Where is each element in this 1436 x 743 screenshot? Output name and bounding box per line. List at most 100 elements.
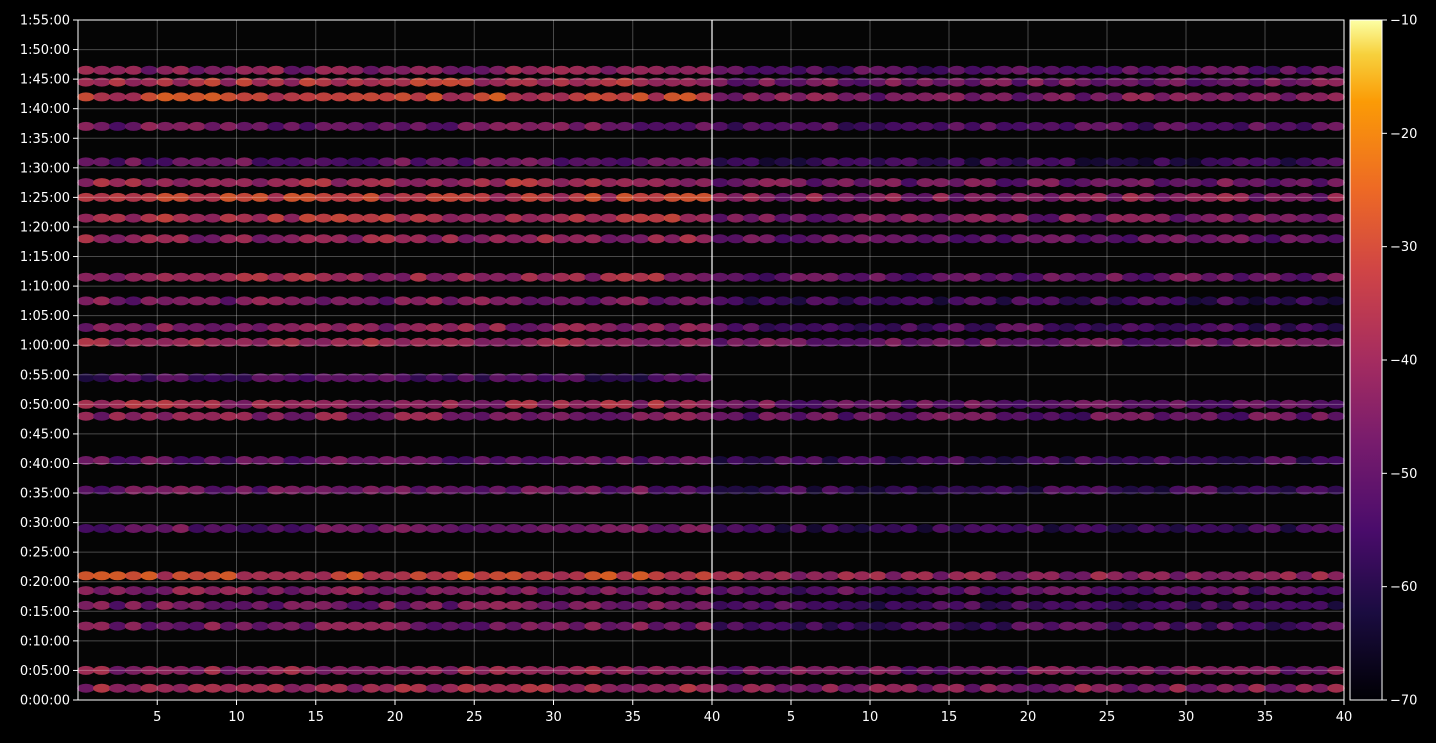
heat-cell-p1-b16-x11 bbox=[235, 234, 254, 244]
heat-cell-p2-b21-x2 bbox=[727, 92, 745, 102]
heat-cell-p1-b13-x31 bbox=[552, 323, 571, 332]
heat-cell-p2-b16-x37 bbox=[1280, 213, 1298, 223]
heat-cell-p2-b13-x3 bbox=[742, 296, 761, 306]
heat-cell-p1-b1-x18 bbox=[346, 665, 365, 675]
heat-cell-p2-b22-x34 bbox=[1232, 77, 1251, 87]
heat-cell-p1-b8-x16 bbox=[315, 456, 333, 465]
heat-cell-p1-b14-x7 bbox=[172, 296, 190, 306]
heat-cell-p1-b15-x1 bbox=[77, 272, 95, 282]
heat-cell-p1-b20-x2 bbox=[93, 157, 111, 167]
heat-cell-p1-b2-x6 bbox=[156, 621, 174, 631]
heat-cell-p2-b0-x9 bbox=[837, 683, 855, 693]
heat-cell-p1-b23-x6 bbox=[156, 77, 174, 87]
heat-cell-p1-b17-x7 bbox=[172, 213, 190, 223]
heat-cell-p2-b14-x34 bbox=[1232, 272, 1251, 282]
heat-cell-p1-b17-x29 bbox=[521, 213, 539, 223]
heat-cell-p2-b13-x27 bbox=[1122, 296, 1140, 306]
heat-cell-p1-b16-x27 bbox=[489, 234, 507, 244]
heat-cell-p1-b24-x33 bbox=[584, 65, 602, 75]
heat-cell-p1-b24-x37 bbox=[647, 65, 666, 75]
heat-cell-p1-b19-x36 bbox=[632, 178, 650, 188]
heat-cell-p1-b11-x30 bbox=[536, 373, 555, 383]
heat-cell-p2-b2-x34 bbox=[1232, 621, 1251, 631]
heat-cell-p1-b3-x10 bbox=[219, 600, 238, 610]
heat-cell-p1-b5-x30 bbox=[536, 571, 555, 581]
heat-cell-p1-b0-x34 bbox=[600, 683, 618, 693]
heat-cell-p1-b21-x24 bbox=[441, 121, 460, 131]
heat-cell-p1-b0-x6 bbox=[156, 683, 174, 693]
heat-cell-p1-b8-x18 bbox=[346, 456, 365, 465]
heat-cell-p1-b3-x1 bbox=[77, 600, 95, 610]
heat-cell-p1-b13-x18 bbox=[346, 323, 365, 332]
heat-cell-p1-b16-x9 bbox=[204, 234, 222, 244]
heat-cell-p2-b4-x39 bbox=[1311, 586, 1330, 596]
heat-cell-p2-b4-x25 bbox=[1090, 586, 1108, 596]
heat-cell-p1-b19-x3 bbox=[108, 178, 127, 188]
heat-cell-p1-b2-x3 bbox=[108, 621, 127, 631]
heat-cell-p2-b14-x18 bbox=[979, 272, 998, 282]
heat-cell-p2-b23-x33 bbox=[1216, 65, 1235, 75]
heat-cell-p1-b5-x37 bbox=[647, 571, 666, 581]
heat-cell-p2-b1-x28 bbox=[1137, 665, 1156, 675]
heat-cell-p1-b11-x17 bbox=[330, 373, 349, 383]
heat-cell-p1-b13-x8 bbox=[188, 323, 206, 332]
heat-cell-p1-b7-x25 bbox=[457, 485, 475, 495]
heat-cell-p2-b14-x8 bbox=[821, 272, 840, 282]
heat-cell-p1-b5-x12 bbox=[251, 571, 269, 581]
heat-cell-p2-b15-x26 bbox=[1106, 234, 1124, 244]
heat-cell-p1-b5-x7 bbox=[172, 571, 190, 581]
y-tick-label-11: 0:55:00 bbox=[20, 368, 70, 383]
heat-cell-p2-b16-x40 bbox=[1327, 213, 1345, 223]
heat-cell-p2-b14-x38 bbox=[1295, 272, 1314, 282]
heat-cell-p2-b13-x10 bbox=[853, 296, 871, 306]
heat-cell-p2-b15-x15 bbox=[932, 234, 950, 244]
heat-cell-p2-b4-x1 bbox=[711, 586, 729, 596]
heat-cell-p1-b0-x3 bbox=[108, 683, 127, 693]
heat-cell-p1-b10-x4 bbox=[124, 399, 143, 409]
heat-cell-p1-b13-x2 bbox=[93, 323, 111, 332]
heat-cell-p2-b12-x22 bbox=[1043, 323, 1061, 332]
heat-cell-p2-b16-x19 bbox=[995, 213, 1013, 223]
heat-cell-p2-b23-x1 bbox=[711, 65, 729, 75]
heat-cell-p2-b10-x28 bbox=[1137, 399, 1156, 409]
heat-cell-p2-b13-x5 bbox=[774, 296, 792, 306]
heat-cell-p2-b10-x11 bbox=[869, 399, 887, 409]
heat-cell-p2-b13-x14 bbox=[916, 296, 934, 306]
heat-cell-p2-b22-x38 bbox=[1295, 77, 1314, 87]
heat-cell-p2-b4-x14 bbox=[916, 586, 934, 596]
heat-cell-p2-b21-x6 bbox=[790, 92, 808, 102]
heat-cell-p1-b19-x17 bbox=[330, 178, 349, 188]
heat-cell-p1-b18-x22 bbox=[410, 192, 428, 202]
heat-cell-p1-b2-x18 bbox=[346, 621, 365, 631]
heat-cell-p1-b7-x24 bbox=[441, 485, 460, 495]
heat-cell-p1-b4-x2 bbox=[93, 586, 111, 596]
heat-cell-p2-b18-x27 bbox=[1122, 178, 1140, 188]
heat-cell-p2-b7-x11 bbox=[869, 485, 887, 495]
heat-cell-p1-b5-x17 bbox=[330, 571, 349, 581]
heat-cell-p2-b3-x16 bbox=[948, 600, 966, 610]
heat-cell-p2-b2-x17 bbox=[964, 621, 982, 631]
heat-cell-p1-b0-x25 bbox=[457, 683, 475, 693]
heat-cell-p1-b16-x28 bbox=[505, 234, 523, 244]
heat-cell-p1-b15-x24 bbox=[441, 272, 460, 282]
heat-cell-p1-b13-x23 bbox=[425, 323, 444, 332]
heat-cell-p2-b9-x4 bbox=[758, 411, 776, 421]
heat-cell-p1-b8-x38 bbox=[663, 456, 682, 465]
heat-cell-p1-b2-x16 bbox=[315, 621, 333, 631]
y-tick-label-21: 1:45:00 bbox=[20, 73, 70, 88]
heat-cell-p1-b24-x8 bbox=[188, 65, 206, 75]
heat-cell-p1-b16-x10 bbox=[219, 234, 238, 244]
heat-cell-p2-b4-x26 bbox=[1106, 586, 1124, 596]
heat-cell-p2-b4-x30 bbox=[1169, 586, 1187, 596]
heat-cell-p1-b4-x23 bbox=[425, 586, 444, 596]
heat-cell-p1-b24-x13 bbox=[267, 65, 285, 75]
heat-cell-p2-b17-x36 bbox=[1264, 192, 1282, 202]
heat-cell-p2-b19-x34 bbox=[1232, 157, 1251, 167]
heat-cell-p1-b1-x23 bbox=[425, 665, 444, 675]
heat-cell-p2-b6-x32 bbox=[1201, 524, 1219, 533]
heat-cell-p2-b19-x19 bbox=[995, 157, 1013, 167]
heat-cell-p2-b7-x40 bbox=[1327, 485, 1345, 495]
heat-cell-p1-b24-x24 bbox=[441, 65, 460, 75]
heat-cell-p2-b2-x23 bbox=[1058, 621, 1077, 631]
heat-cell-p1-b15-x16 bbox=[315, 272, 333, 282]
